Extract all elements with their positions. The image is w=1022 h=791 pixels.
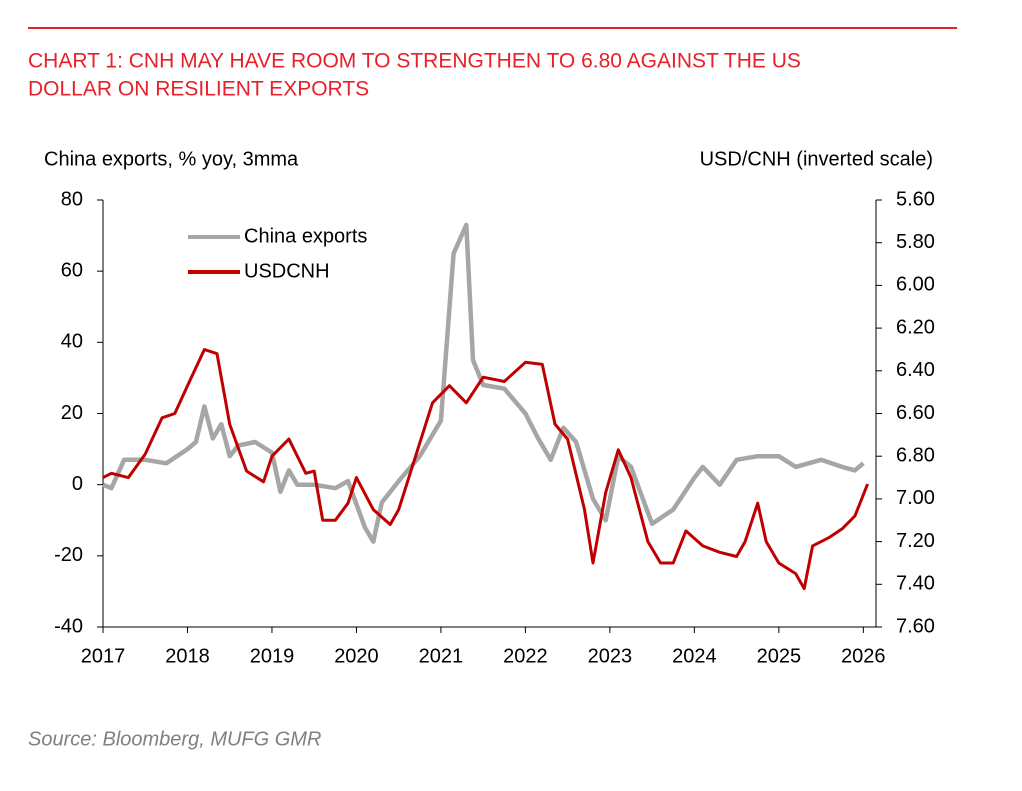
- source: Source: Bloomberg, MUFG GMR: [28, 728, 321, 750]
- x-tick-label: 2023: [588, 645, 633, 667]
- y2-tick-label: 7.00: [896, 487, 935, 509]
- series-line: [102, 348, 869, 591]
- y-tick-label: -20: [54, 544, 83, 566]
- series-line: [102, 222, 865, 544]
- y2-tick-label: 6.20: [896, 316, 935, 338]
- y2-tick-label: 7.60: [896, 615, 935, 637]
- x-tick-label: 2025: [757, 645, 802, 667]
- y-axis-label: China exports, % yoy, 3mma: [44, 148, 299, 170]
- x-tick-label: 2017: [81, 645, 126, 667]
- x-tick-label: 2024: [672, 645, 717, 667]
- y-tick-label: 40: [61, 331, 83, 353]
- x-tick-label: 2020: [334, 645, 379, 667]
- y2-tick-label: 5.60: [896, 188, 935, 210]
- y-tick-label: 80: [61, 188, 83, 210]
- y2-tick-label: 6.80: [896, 444, 935, 466]
- y2-tick-label: 6.60: [896, 402, 935, 424]
- y-tick-label: -40: [54, 615, 83, 637]
- y2-axis-label: USD/CNH (inverted scale): [700, 148, 933, 170]
- y2-tick-label: 6.40: [896, 359, 935, 381]
- y2-tick-label: 7.20: [896, 530, 935, 552]
- chart-title-line2: DOLLAR ON RESILIENT EXPORTS: [28, 78, 369, 101]
- legend-label: China exports: [244, 225, 367, 247]
- y2-tick-label: 6.00: [896, 274, 935, 296]
- y-tick-label: 20: [61, 402, 83, 424]
- x-tick-label: 2021: [419, 645, 464, 667]
- legend-label: USDCNH: [244, 260, 330, 282]
- y2-tick-label: 7.40: [896, 573, 935, 595]
- x-tick-label: 2026: [841, 645, 886, 667]
- y-tick-label: 0: [72, 473, 83, 495]
- chart-title: CHART 1: CNH MAY HAVE ROOM TO STRENGTHEN…: [28, 50, 801, 73]
- y2-tick-label: 5.80: [896, 231, 935, 253]
- x-tick-label: 2018: [165, 645, 210, 667]
- y-tick-label: 60: [61, 259, 83, 281]
- x-tick-label: 2022: [503, 645, 548, 667]
- x-tick-label: 2019: [250, 645, 295, 667]
